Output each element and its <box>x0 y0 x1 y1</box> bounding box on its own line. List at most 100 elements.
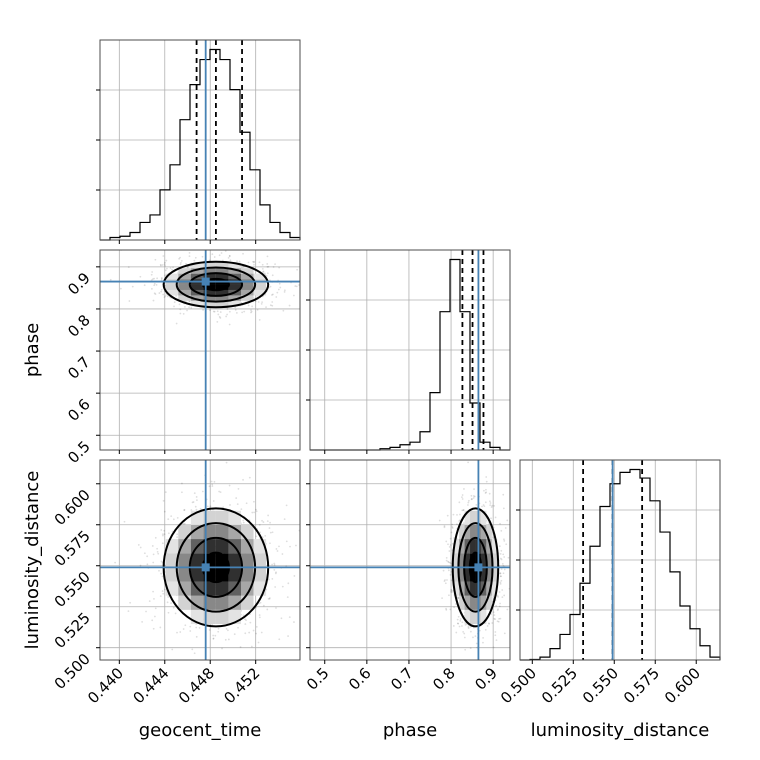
sample-point <box>171 648 174 651</box>
density-cell <box>453 539 460 554</box>
sample-point <box>198 245 200 247</box>
sample-point <box>449 537 452 540</box>
sample-point <box>212 637 215 640</box>
sample-point <box>236 260 238 263</box>
sample-point <box>467 625 470 628</box>
sample-point <box>455 631 458 634</box>
sample-point <box>446 579 448 581</box>
sample-point <box>267 578 270 581</box>
density-cell <box>486 524 492 540</box>
density-cell <box>228 524 241 540</box>
sample-point <box>242 478 244 481</box>
sample-point <box>245 619 247 622</box>
sample-point <box>250 310 253 313</box>
sample-point <box>294 285 297 287</box>
sample-point <box>438 519 441 522</box>
sample-point <box>273 568 276 571</box>
sample-point <box>491 504 494 507</box>
density-panel-phase-luminosity-distance <box>310 460 510 660</box>
sample-point <box>447 569 450 572</box>
sample-point <box>189 630 192 632</box>
sample-point <box>499 572 502 575</box>
sample-point <box>179 308 182 311</box>
marks-layer <box>100 40 721 661</box>
density-cell <box>241 524 254 540</box>
sample-point <box>502 572 505 575</box>
sample-point <box>247 304 250 307</box>
sample-point <box>450 589 453 592</box>
sample-point <box>500 579 503 582</box>
sample-point <box>498 545 501 548</box>
sample-point <box>233 633 236 636</box>
density-cell <box>459 553 465 568</box>
sample-point <box>227 638 230 641</box>
sample-point <box>489 502 492 504</box>
sample-point <box>502 507 505 510</box>
sample-point <box>182 628 185 630</box>
sample-point <box>212 500 215 502</box>
sample-point <box>492 646 495 649</box>
sample-point <box>161 533 164 536</box>
sample-point <box>254 300 257 303</box>
density-cell <box>165 567 179 582</box>
sample-point <box>156 550 159 553</box>
sample-point <box>228 323 231 326</box>
sample-point <box>189 625 192 628</box>
sample-point <box>455 523 458 526</box>
sample-point <box>160 288 163 291</box>
density-cell <box>228 268 241 274</box>
sample-point <box>278 282 281 285</box>
sample-point <box>250 309 252 312</box>
sample-point <box>252 260 254 263</box>
sample-point <box>163 510 166 513</box>
sample-point <box>473 488 475 490</box>
sample-point <box>162 255 165 257</box>
density-cell <box>190 284 204 290</box>
sample-point <box>295 285 298 288</box>
sample-point <box>271 274 274 277</box>
sample-point <box>216 321 219 323</box>
sample-point <box>457 596 460 599</box>
sample-point <box>258 261 261 264</box>
sample-point <box>170 602 172 605</box>
sample-point <box>237 626 239 629</box>
sample-point <box>195 508 198 511</box>
sample-point <box>500 549 503 552</box>
sample-point <box>209 309 211 312</box>
sample-point <box>484 501 487 504</box>
density-cell <box>215 609 229 625</box>
density-cell <box>464 595 471 610</box>
sample-point <box>269 542 271 545</box>
sample-point <box>242 265 245 268</box>
sample-point <box>461 625 463 627</box>
sample-point <box>240 508 243 511</box>
density-cell <box>203 268 216 274</box>
sample-point <box>269 304 272 307</box>
sample-point <box>154 536 157 539</box>
density-cell <box>165 284 179 290</box>
sample-point <box>164 295 167 297</box>
sample-point <box>457 597 460 600</box>
sample-point <box>469 647 472 650</box>
sample-point <box>139 275 142 278</box>
sample-point <box>179 256 181 259</box>
sample-point <box>123 520 126 523</box>
sample-point <box>244 618 246 621</box>
sample-point <box>274 263 276 266</box>
sample-point <box>461 498 464 500</box>
sample-point <box>266 263 269 265</box>
density-cell <box>470 524 476 540</box>
sample-point <box>456 513 458 516</box>
sample-point <box>188 306 190 309</box>
sample-point <box>451 523 454 526</box>
y-tick-label: 0.7 <box>64 353 94 383</box>
sample-point <box>269 285 272 288</box>
sample-point <box>457 622 460 625</box>
sample-point <box>470 494 473 497</box>
sample-point <box>445 556 448 559</box>
sample-point <box>293 575 296 577</box>
density-cell <box>486 581 492 596</box>
sample-point <box>182 522 185 525</box>
sample-point <box>478 629 481 632</box>
sample-point <box>202 309 204 311</box>
